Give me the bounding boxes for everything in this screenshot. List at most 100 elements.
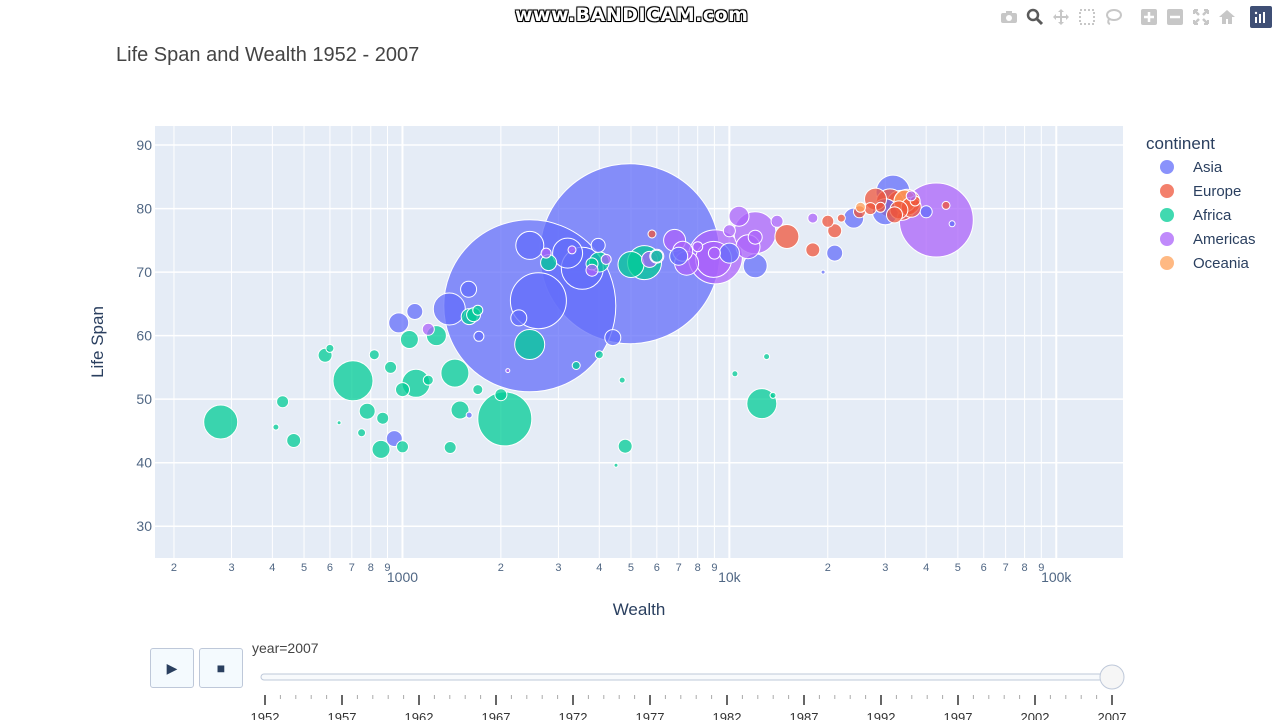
bubble-americas[interactable] [600, 253, 612, 265]
bubble-europe[interactable] [827, 223, 843, 239]
bubble-asia[interactable] [820, 269, 826, 275]
bubble-asia[interactable] [590, 237, 606, 253]
slider-track[interactable] [260, 673, 1113, 681]
bubble-africa[interactable] [272, 423, 280, 431]
slider-step-label[interactable]: 1997 [944, 710, 973, 720]
bubble-africa[interactable] [514, 329, 546, 360]
bubble-africa[interactable] [371, 439, 391, 459]
bubble-africa[interactable] [746, 388, 778, 420]
bubble-asia[interactable] [473, 330, 485, 342]
camera-icon[interactable] [996, 6, 1022, 28]
lasso-icon[interactable] [1100, 6, 1126, 28]
bubble-africa[interactable] [358, 402, 376, 420]
slider-step-label[interactable]: 1972 [559, 710, 588, 720]
stop-button[interactable]: ■ [199, 648, 243, 688]
slider-step-label[interactable]: 1982 [713, 710, 742, 720]
bubble-africa[interactable] [731, 370, 739, 378]
slider-handle[interactable] [1099, 664, 1125, 690]
bubble-europe[interactable] [805, 242, 821, 258]
bubble-africa[interactable] [368, 349, 380, 361]
bubble-africa[interactable] [325, 343, 335, 353]
bubble-americas[interactable] [585, 263, 599, 277]
bubble-layer[interactable] [203, 163, 974, 468]
bubble-asia[interactable] [432, 292, 466, 326]
bubble-asia[interactable] [388, 312, 410, 334]
bubble-africa[interactable] [396, 440, 409, 454]
slider-step-label[interactable]: 1987 [790, 710, 819, 720]
bubble-asia[interactable] [510, 309, 528, 327]
bubble-asia[interactable] [948, 220, 956, 228]
bubble-africa[interactable] [395, 382, 410, 398]
bubble-africa[interactable] [376, 411, 390, 425]
slider-step-label[interactable]: 1957 [328, 710, 357, 720]
bubble-africa[interactable] [450, 400, 470, 420]
bubble-asia[interactable] [406, 303, 424, 320]
bubble-americas[interactable] [905, 190, 917, 202]
bubble-africa[interactable] [613, 462, 619, 468]
bubble-americas[interactable] [540, 247, 552, 259]
zoom-icon[interactable] [1022, 6, 1048, 28]
bubble-africa[interactable] [332, 360, 374, 402]
bubble-africa[interactable] [443, 441, 457, 454]
bubble-europe[interactable] [774, 224, 800, 249]
slider-step-label[interactable]: 1952 [251, 710, 280, 720]
bubble-europe[interactable] [875, 201, 886, 213]
bubble-americas[interactable] [722, 224, 736, 238]
bubble-europe[interactable] [647, 229, 657, 239]
bubble-europe[interactable] [863, 202, 877, 216]
bubble-americas[interactable] [707, 246, 721, 260]
bubble-americas[interactable] [747, 229, 763, 245]
bubble-africa[interactable] [203, 404, 239, 440]
bubble-africa[interactable] [472, 304, 484, 316]
slider-step-label[interactable]: 1977 [636, 710, 665, 720]
bubble-africa[interactable] [472, 384, 484, 396]
bubble-africa[interactable] [763, 353, 771, 361]
bubble-africa[interactable] [571, 361, 581, 370]
bubble-africa[interactable] [336, 420, 342, 426]
year-slider[interactable]: 1952 1957 1962 1967 1972 1977 1982 1987 1992 1997… [251, 664, 1127, 720]
bubble-africa[interactable] [769, 391, 777, 399]
bubble-americas[interactable] [421, 322, 435, 336]
bubble-europe[interactable] [836, 213, 846, 223]
bubble-asia[interactable] [826, 244, 844, 262]
bubble-americas[interactable] [505, 368, 511, 374]
bubble-africa[interactable] [494, 388, 508, 402]
bubble-africa[interactable] [276, 395, 290, 409]
bubble-europe[interactable] [941, 200, 951, 210]
bubble-asia[interactable] [669, 246, 689, 266]
bubble-europe[interactable] [886, 206, 903, 224]
slider-step-label[interactable]: 1962 [405, 710, 434, 720]
bubble-africa[interactable] [618, 376, 626, 384]
zoom-in-icon[interactable] [1136, 6, 1162, 28]
bubble-americas[interactable] [728, 205, 750, 227]
bubble-africa[interactable] [440, 358, 470, 388]
pan-icon[interactable] [1048, 6, 1074, 28]
bubble-asia[interactable] [515, 230, 545, 260]
bubble-africa[interactable] [477, 391, 533, 447]
autoscale-icon[interactable] [1188, 6, 1214, 28]
slider-step-label[interactable]: 2007 [1098, 710, 1127, 720]
bubble-americas[interactable] [807, 212, 819, 224]
bubble-asia[interactable] [460, 280, 478, 298]
bubble-africa[interactable] [286, 433, 302, 448]
bubble-africa[interactable] [650, 249, 664, 263]
bubble-americas[interactable] [770, 214, 784, 228]
bubble-asia[interactable] [718, 242, 740, 264]
bubble-africa[interactable] [399, 330, 419, 349]
bubble-oceania[interactable] [855, 201, 866, 213]
bubble-americas[interactable] [567, 245, 577, 255]
slider-step-label[interactable]: 1967 [482, 710, 511, 720]
bubble-asia[interactable] [465, 411, 473, 419]
bubble-africa[interactable] [617, 438, 633, 454]
bubble-africa[interactable] [422, 374, 434, 386]
bubble-asia[interactable] [604, 329, 622, 347]
plotly-logo-icon[interactable] [1250, 6, 1272, 28]
slider-step-label[interactable]: 1992 [867, 710, 896, 720]
bubble-africa[interactable] [357, 428, 367, 438]
box-select-icon[interactable] [1074, 6, 1100, 28]
bubble-africa[interactable] [384, 360, 398, 374]
bubble-asia[interactable] [552, 237, 584, 269]
bubble-africa[interactable] [594, 350, 604, 360]
bubble-asia[interactable] [919, 205, 933, 219]
play-button[interactable]: ▶ [150, 648, 194, 688]
